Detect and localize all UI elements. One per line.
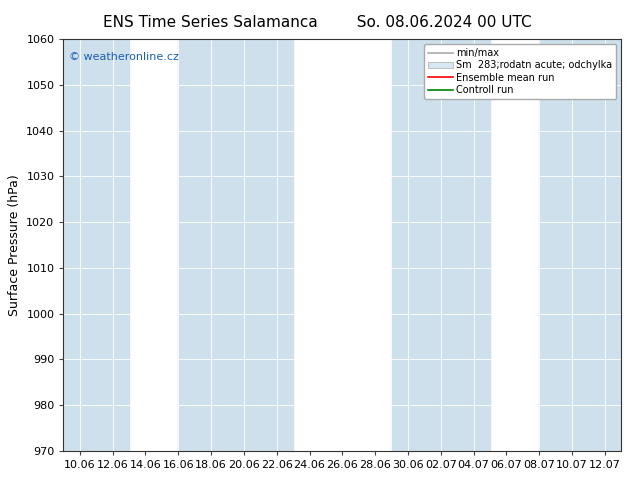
Legend: min/max, Sm  283;rodatn acute; odchylka, Ensemble mean run, Controll run: min/max, Sm 283;rodatn acute; odchylka, …	[424, 44, 616, 99]
Y-axis label: Surface Pressure (hPa): Surface Pressure (hPa)	[8, 174, 21, 316]
Bar	[540, 39, 621, 451]
Bar	[63, 39, 129, 451]
Bar	[178, 39, 293, 451]
Text: ENS Time Series Salamanca        So. 08.06.2024 00 UTC: ENS Time Series Salamanca So. 08.06.2024…	[103, 15, 531, 30]
Text: © weatheronline.cz: © weatheronline.cz	[69, 51, 179, 62]
Bar	[392, 39, 490, 451]
